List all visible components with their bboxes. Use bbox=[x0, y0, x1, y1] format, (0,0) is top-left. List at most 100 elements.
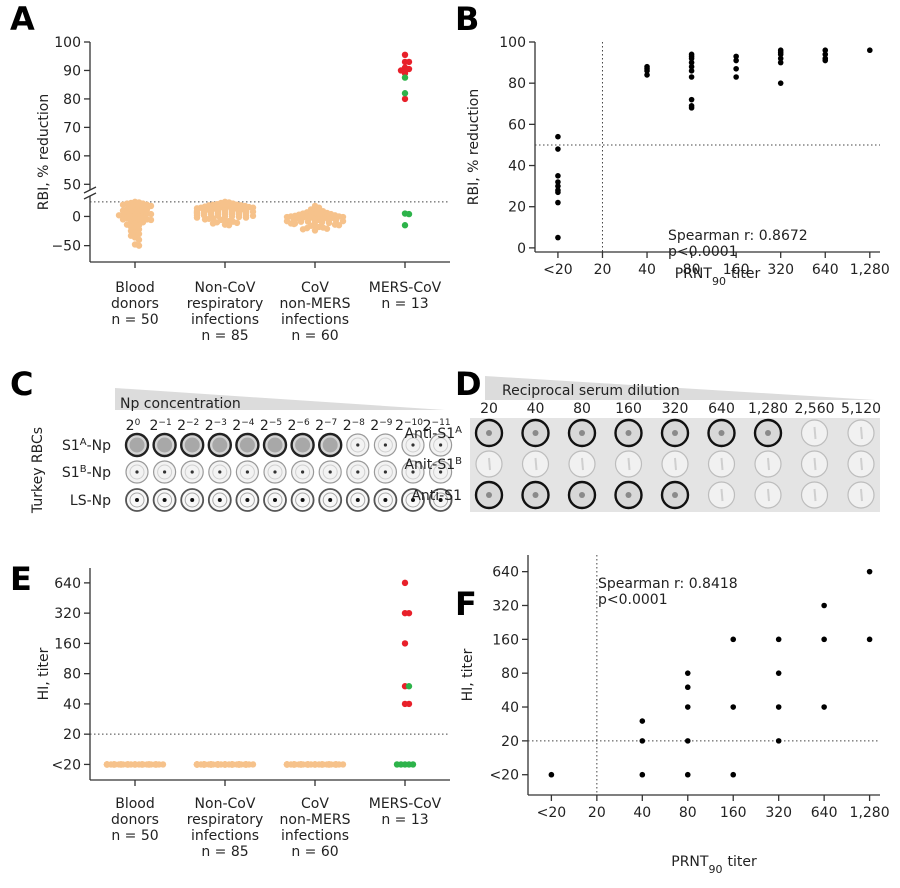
well-inner bbox=[433, 437, 449, 453]
well-inner bbox=[350, 437, 366, 453]
x-tick-label: CoV bbox=[301, 796, 329, 812]
data-point bbox=[214, 761, 222, 768]
data-point bbox=[401, 579, 409, 587]
x-tick-label: non-MERS bbox=[280, 812, 351, 828]
concentration-label: 2−5 bbox=[260, 418, 282, 434]
dilution-label: 20 bbox=[480, 401, 498, 417]
well-streak bbox=[767, 488, 770, 502]
well-dot bbox=[162, 498, 167, 502]
y-tick-label: 60 bbox=[508, 117, 526, 133]
data-point bbox=[775, 636, 782, 643]
well-dot bbox=[383, 443, 387, 447]
well-dot bbox=[411, 498, 415, 502]
x-tick-label: <20 bbox=[537, 805, 567, 821]
data-point bbox=[159, 761, 167, 768]
data-point bbox=[393, 761, 401, 768]
y-tick-label: 160 bbox=[54, 636, 81, 652]
well-dot bbox=[356, 470, 360, 474]
data-point bbox=[777, 80, 784, 86]
well-dot bbox=[190, 498, 195, 502]
concentration-label: 2−7 bbox=[315, 418, 337, 434]
y-tick-label: 70 bbox=[63, 120, 81, 136]
row-label: LS-Np bbox=[70, 493, 111, 509]
x-tick-label: Non-CoV bbox=[195, 280, 256, 296]
well-streak bbox=[860, 426, 863, 440]
data-point bbox=[733, 65, 739, 72]
well-dot bbox=[356, 443, 360, 447]
well-inner bbox=[405, 464, 421, 480]
data-point bbox=[249, 212, 257, 220]
well-streak bbox=[488, 457, 491, 471]
concentration-base: 2 bbox=[205, 418, 214, 434]
well-button bbox=[532, 430, 539, 436]
data-point bbox=[124, 761, 132, 768]
well-inner bbox=[295, 464, 311, 480]
row-label: Anti-S1A bbox=[404, 425, 462, 443]
well-dot bbox=[439, 443, 443, 447]
data-point bbox=[233, 219, 241, 227]
y-tick-label: 80 bbox=[63, 92, 81, 108]
y-axis-title: HI, titer bbox=[36, 647, 52, 700]
well-inner bbox=[377, 464, 393, 480]
data-point bbox=[242, 761, 250, 768]
data-point bbox=[147, 210, 155, 218]
well-dot bbox=[217, 498, 222, 502]
data-point bbox=[555, 179, 561, 185]
concentration-base: 2 bbox=[149, 418, 158, 434]
x-tick-label: Non-CoV bbox=[195, 796, 256, 812]
concentration-exponent: −6 bbox=[296, 418, 310, 428]
data-point bbox=[822, 57, 829, 64]
well-dot bbox=[383, 498, 388, 502]
data-point bbox=[209, 220, 217, 227]
plate-header: Np concentration bbox=[120, 396, 241, 412]
concentration-exponent: −9 bbox=[379, 418, 393, 428]
data-point bbox=[688, 96, 695, 103]
data-point bbox=[555, 183, 561, 189]
well-button bbox=[486, 492, 492, 498]
data-point bbox=[290, 761, 298, 768]
data-point bbox=[821, 602, 827, 609]
x-tick-label: donors bbox=[111, 812, 159, 828]
well-button bbox=[184, 437, 200, 453]
x-axis-title-tail: titer bbox=[731, 266, 760, 282]
data-point bbox=[639, 718, 646, 724]
y-tick-label: 320 bbox=[54, 606, 81, 622]
x-tick-label: MERS-CoV bbox=[369, 280, 442, 296]
side-label: Turkey RBCs bbox=[30, 427, 46, 514]
well-button bbox=[579, 492, 585, 498]
concentration-label: 2−10 bbox=[395, 418, 423, 434]
data-point bbox=[684, 684, 691, 691]
x-tick-label: donors bbox=[111, 296, 159, 312]
concentration-label: 2−1 bbox=[149, 418, 171, 434]
well-streak bbox=[534, 457, 538, 471]
x-tick-label: n = 13 bbox=[381, 296, 428, 312]
concentration-label: 2−6 bbox=[287, 418, 309, 434]
data-point bbox=[639, 771, 646, 778]
data-point bbox=[821, 636, 827, 643]
well-inner bbox=[322, 464, 338, 480]
data-point bbox=[283, 761, 291, 768]
data-point bbox=[318, 761, 326, 768]
data-point bbox=[325, 761, 333, 768]
data-point bbox=[555, 146, 561, 152]
well-streak bbox=[860, 488, 863, 502]
data-point bbox=[339, 217, 347, 225]
well-inner bbox=[129, 464, 145, 480]
data-point bbox=[119, 201, 127, 208]
well-inner bbox=[322, 492, 338, 508]
y-tick-label: 320 bbox=[492, 598, 519, 614]
data-point bbox=[866, 568, 873, 575]
well-inner bbox=[157, 492, 173, 508]
data-point bbox=[201, 216, 209, 223]
data-point bbox=[644, 72, 650, 78]
data-point bbox=[297, 218, 305, 225]
x-tick-label: n = 13 bbox=[381, 812, 428, 828]
y-tick-label: 100 bbox=[54, 35, 81, 51]
x-tick-label: <20 bbox=[543, 262, 573, 278]
dilution-label: 2,560 bbox=[794, 401, 834, 417]
well-inner bbox=[377, 492, 393, 508]
panel-letter: A bbox=[10, 0, 35, 38]
x-tick-label: n = 85 bbox=[201, 844, 248, 860]
well-streak bbox=[627, 457, 631, 471]
well-dot bbox=[438, 498, 443, 502]
